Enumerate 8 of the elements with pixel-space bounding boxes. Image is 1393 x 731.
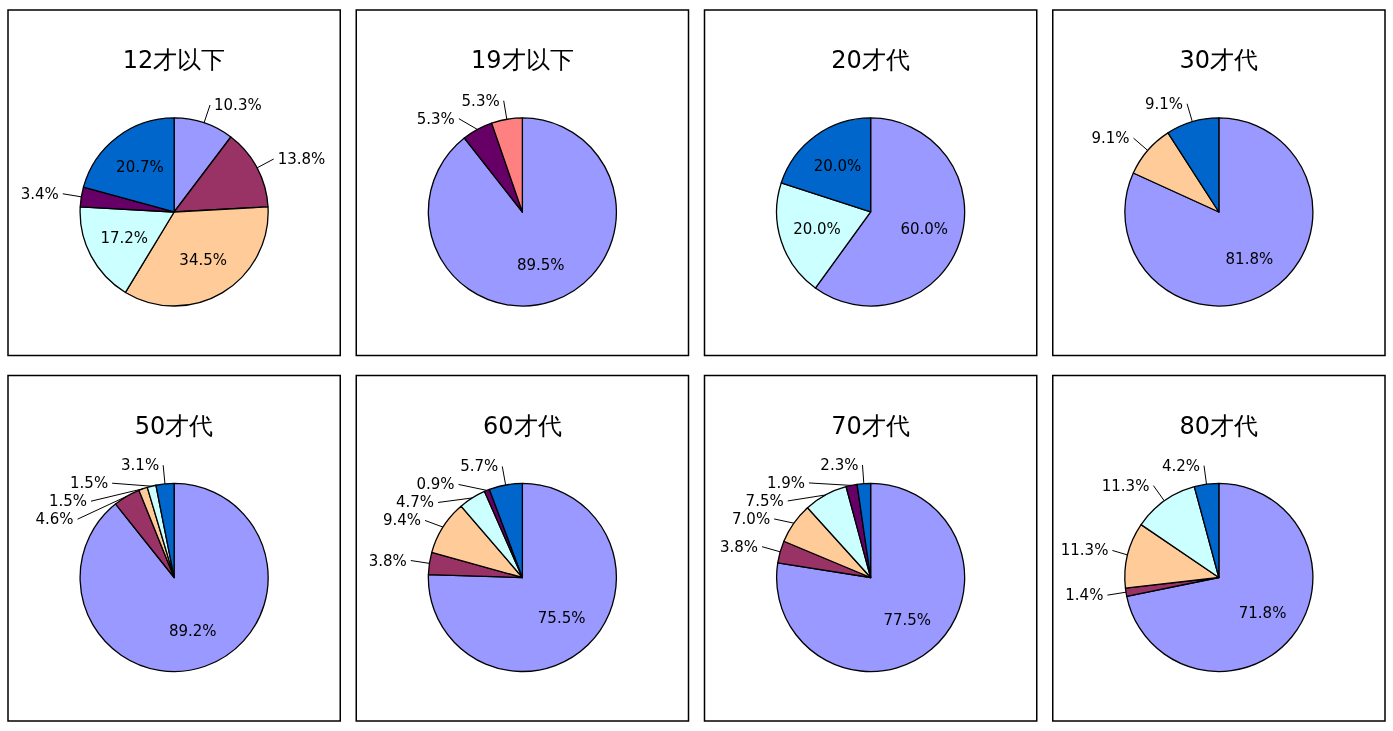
title: 20才代 bbox=[831, 46, 910, 74]
title: 30才代 bbox=[1179, 46, 1259, 74]
title: 80才代 bbox=[1179, 411, 1259, 440]
title: 50才代 bbox=[134, 411, 214, 440]
title: 12才以下 bbox=[122, 46, 226, 74]
title: 19才以下 bbox=[471, 46, 574, 74]
title: 60才代 bbox=[483, 411, 562, 440]
title: 70才代 bbox=[831, 411, 910, 440]
